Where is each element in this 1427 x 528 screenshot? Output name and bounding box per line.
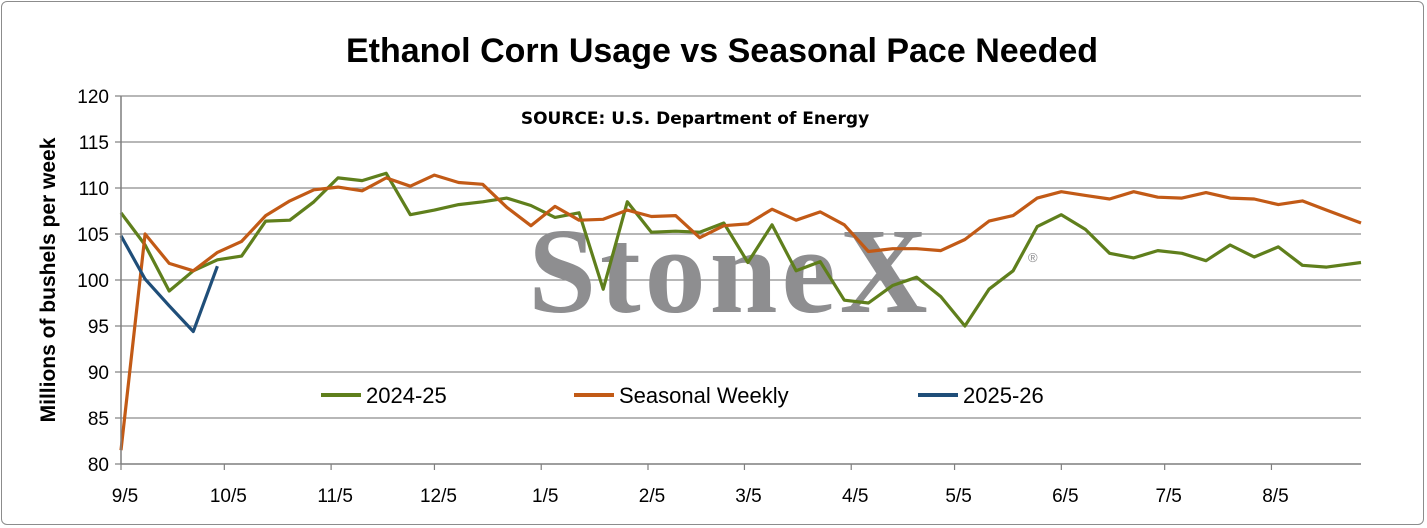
x-tick-label-1: 10/5 bbox=[210, 486, 247, 507]
y-tick-label-105: 105 bbox=[77, 225, 109, 246]
legend-label-1: Seasonal Weekly bbox=[619, 383, 789, 408]
gridlines bbox=[121, 95, 1361, 419]
legend: 2024-25 Seasonal Weekly 2025-26 bbox=[321, 383, 1044, 408]
series-line-seasonal-weekly bbox=[119, 173, 1362, 451]
y-tick-label-90: 90 bbox=[88, 363, 109, 384]
x-tick-label-4: 1/5 bbox=[532, 486, 558, 507]
registered-mark: ® bbox=[1028, 250, 1038, 265]
x-tick-label-0: 9/5 bbox=[112, 486, 138, 507]
x-tick-label-5: 2/5 bbox=[639, 486, 665, 507]
y-tick-label-115: 115 bbox=[79, 133, 109, 154]
y-axis-label: Millions of bushels per week bbox=[37, 137, 60, 422]
series-line-2025-26 bbox=[119, 235, 219, 334]
y-tick-label-120: 120 bbox=[77, 87, 109, 108]
y-tick-label-110: 110 bbox=[79, 179, 109, 200]
y-tick-label-85: 85 bbox=[88, 409, 109, 430]
stonex-watermark: StoneX ® bbox=[528, 204, 1038, 339]
x-tick-label-6: 3/5 bbox=[735, 486, 761, 507]
y-axis-ticks: 80 85 90 95 100 105 110 115 120 bbox=[77, 87, 121, 476]
x-tick-label-2: 11/5 bbox=[317, 486, 353, 507]
x-tick-label-10: 7/5 bbox=[1155, 486, 1181, 507]
x-tick-label-11: 8/5 bbox=[1262, 486, 1288, 507]
x-tick-label-8: 5/5 bbox=[945, 486, 971, 507]
y-tick-label-95: 95 bbox=[88, 317, 109, 338]
y-tick-label-80: 80 bbox=[88, 455, 109, 476]
y-tick-label-100: 100 bbox=[77, 271, 109, 292]
legend-label-0: 2024-25 bbox=[366, 383, 447, 408]
legend-label-2: 2025-26 bbox=[963, 383, 1044, 408]
x-tick-label-3: 12/5 bbox=[420, 486, 457, 507]
x-tick-label-7: 4/5 bbox=[842, 486, 868, 507]
series-lines bbox=[119, 171, 1362, 451]
x-axis-ticks: 9/5 10/5 11/5 12/5 1/5 2/5 3/5 4/5 5/5 6/5 7/5 8/5 bbox=[112, 464, 1289, 507]
chart-source-note: SOURCE: U.S. Department of Energy bbox=[521, 109, 869, 129]
chart-title: Ethanol Corn Usage vs Seasonal Pace Need… bbox=[346, 32, 1098, 70]
x-tick-label-9: 6/5 bbox=[1052, 486, 1078, 507]
